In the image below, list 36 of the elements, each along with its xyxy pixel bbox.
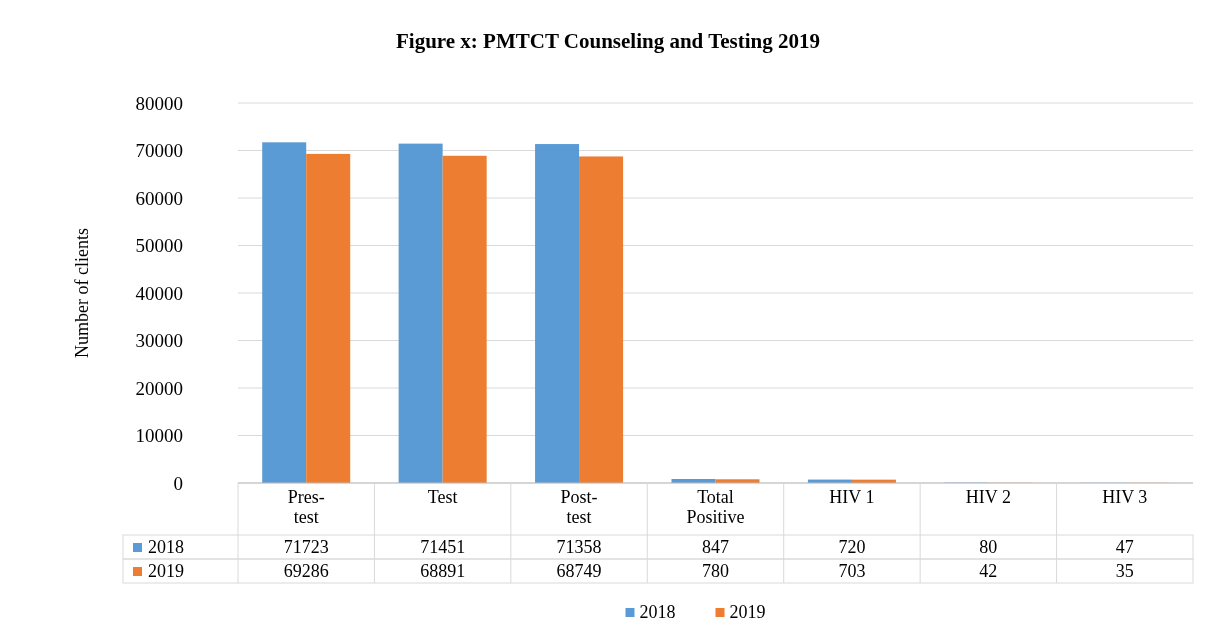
data-label: 720 [838, 537, 866, 557]
data-label: 71358 [556, 537, 602, 557]
data-label: 42 [979, 561, 998, 581]
x-tick-label: Test [427, 487, 458, 507]
data-label: 703 [838, 561, 866, 581]
data-label: 69286 [283, 561, 329, 581]
y-tick-label: 70000 [135, 140, 183, 162]
data-label: 47 [1115, 537, 1134, 557]
legend-label: 2019 [729, 602, 766, 622]
x-tick-label: Total Positive [686, 487, 745, 527]
data-label: 780 [702, 561, 729, 581]
legend-label: 2018 [148, 537, 184, 557]
y-tick-label: 40000 [135, 282, 183, 304]
y-tick-label: 10000 [135, 425, 183, 447]
data-label: 71451 [420, 537, 466, 557]
x-tick-label: HIV 2 [965, 487, 1011, 507]
data-label: 847 [702, 537, 729, 557]
y-tick-label: 0 [173, 472, 183, 494]
x-tick-label: Post-test [560, 487, 598, 527]
data-label: 71723 [283, 537, 329, 557]
y-tick-label: 60000 [135, 187, 183, 209]
x-tick-label: Pres-test [287, 487, 325, 527]
y-axis-title: Number of clients [72, 228, 92, 358]
text: 2019 [148, 561, 184, 581]
data-label: 35 [1115, 561, 1134, 581]
x-tick-label: HIV 3 [1102, 487, 1148, 507]
y-tick-label: 20000 [135, 377, 183, 399]
data-label: 68749 [556, 561, 602, 581]
x-tick-label: HIV 1 [829, 487, 875, 507]
y-tick-label: 80000 [135, 92, 183, 114]
text: 2018 [639, 602, 676, 622]
data-label: 80 [979, 537, 998, 557]
chart-title: Figure x: PMTCT Counseling and Testing 2019 [396, 29, 820, 53]
data-label: 68891 [420, 561, 466, 581]
y-tick-label: 50000 [135, 235, 183, 257]
y-tick-label: 30000 [135, 330, 183, 352]
